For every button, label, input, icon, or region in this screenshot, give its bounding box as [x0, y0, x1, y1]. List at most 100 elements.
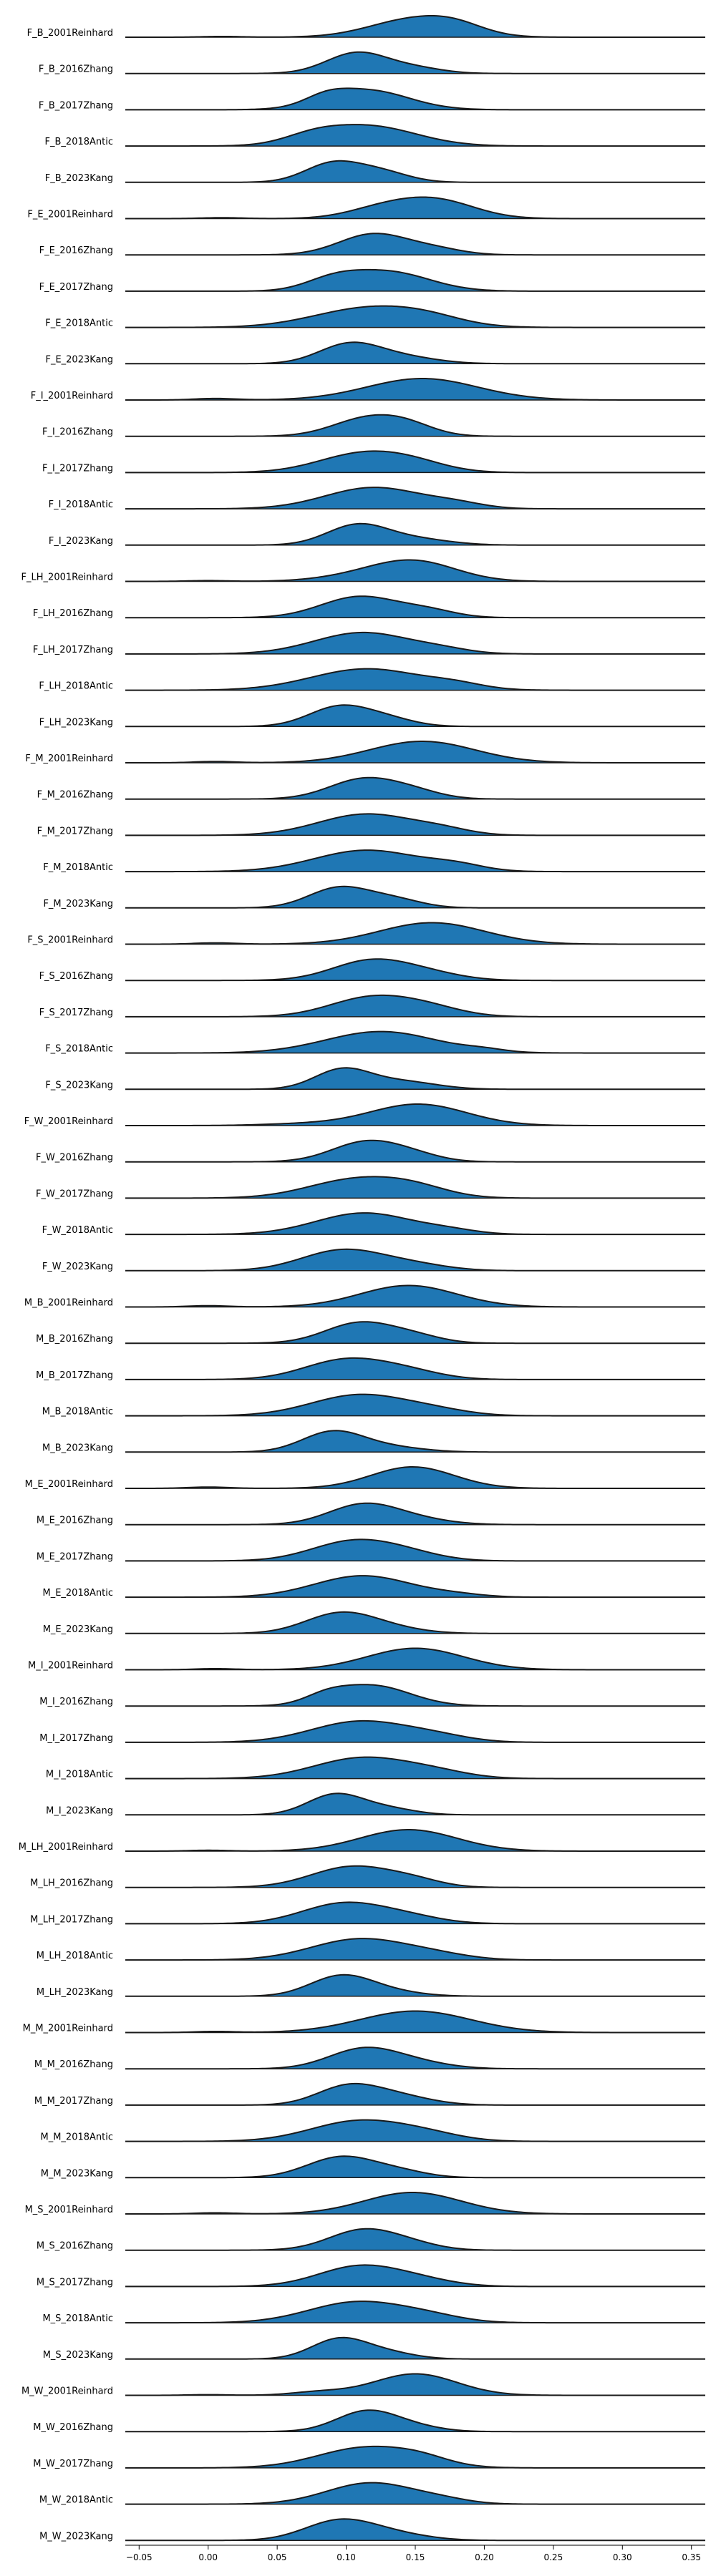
- row-label: F_B_2023Kang: [45, 173, 113, 184]
- ridge-row: M_M_2018Antic: [40, 2119, 705, 2143]
- row-label: M_B_2001Reinhard: [24, 1298, 113, 1309]
- ridge-row: F_M_2023Kang: [43, 885, 705, 909]
- ridge-row: F_I_2001Reinhard: [31, 377, 705, 401]
- row-label: M_B_2016Zhang: [36, 1334, 113, 1345]
- ridge-row: F_S_2017Zhang: [39, 994, 705, 1018]
- row-label: M_W_2017Zhang: [33, 2459, 113, 2469]
- ridge-row: F_B_2023Kang: [45, 160, 705, 184]
- row-label: F_B_2001Reinhard: [27, 28, 113, 39]
- ridge-area: [125, 2192, 705, 2214]
- ridge-area: [125, 1068, 705, 1090]
- ridge-row: F_M_2018Antic: [43, 849, 705, 873]
- row-label: F_S_2017Zhang: [39, 1008, 113, 1018]
- ridge-row: M_B_2018Antic: [42, 1393, 705, 1418]
- ridge-row: M_M_2017Zhang: [34, 2082, 705, 2107]
- row-label: F_I_2016Zhang: [42, 427, 113, 438]
- row-label: M_M_2016Zhang: [34, 2059, 113, 2070]
- ridge-area: [125, 1648, 705, 1670]
- row-label: M_W_2018Antic: [39, 2495, 113, 2506]
- ridge-row: M_I_2023Kang: [46, 1792, 705, 1816]
- ridge-area: [125, 1576, 705, 1598]
- row-label: M_M_2023Kang: [41, 2168, 113, 2179]
- ridge-row: M_W_2001Reinhard: [21, 2373, 705, 2397]
- row-label: F_M_2017Zhang: [37, 826, 113, 836]
- ridge-row: M_LH_2016Zhang: [30, 1865, 705, 1889]
- ridge-area: [125, 1757, 705, 1779]
- ridge-area: [125, 1611, 705, 1634]
- row-label: M_W_2016Zhang: [33, 2422, 113, 2433]
- ridge-area: [125, 2119, 705, 2142]
- x-tick-label: 0.35: [682, 2552, 701, 2562]
- ridge-row: M_E_2023Kang: [43, 1611, 705, 1635]
- ridge-row: F_LH_2023Kang: [39, 704, 705, 728]
- ridge-row: F_E_2001Reinhard: [27, 196, 705, 220]
- row-label: M_LH_2018Antic: [37, 1951, 113, 1961]
- ridge-row: M_M_2001Reinhard: [23, 2010, 705, 2034]
- ridge-row: F_W_2023Kang: [42, 1248, 705, 1272]
- row-label: M_B_2023Kang: [42, 1443, 113, 1453]
- row-label: F_E_2023Kang: [45, 354, 113, 365]
- ridge-area: [125, 2301, 705, 2323]
- ridge-area: [125, 1539, 705, 1561]
- row-label: M_LH_2017Zhang: [30, 1914, 113, 1925]
- ridge-area: [125, 922, 705, 945]
- ridge-area: [125, 269, 705, 291]
- ridge-area: [125, 1467, 705, 1488]
- ridge-area: [125, 1176, 705, 1199]
- ridge-row: F_S_2016Zhang: [39, 958, 705, 982]
- row-label: F_E_2017Zhang: [39, 282, 113, 293]
- ridge-area: [125, 2337, 705, 2359]
- row-label: F_M_2018Antic: [43, 862, 113, 873]
- row-label: F_S_2016Zhang: [39, 971, 113, 982]
- ridge-area: [125, 1322, 705, 1344]
- ridge-area: [125, 668, 705, 691]
- ridge-row: M_W_2017Zhang: [33, 2445, 705, 2469]
- x-tick-label: 0.10: [337, 2552, 356, 2562]
- ridge-row: M_S_2023Kang: [43, 2336, 705, 2361]
- ridge-row: M_S_2001Reinhard: [25, 2191, 705, 2215]
- x-tick-label: 0.05: [268, 2552, 287, 2562]
- ridge-row: F_I_2017Zhang: [42, 450, 705, 474]
- row-label: F_W_2017Zhang: [36, 1189, 113, 1199]
- ridge-area: [125, 2519, 705, 2541]
- ridge-row: F_I_2023Kang: [49, 522, 705, 547]
- row-label: M_B_2017Zhang: [36, 1370, 113, 1381]
- ridge-row: F_W_2017Zhang: [36, 1176, 705, 1199]
- x-tick-label: 0.25: [543, 2552, 563, 2562]
- ridge-area: [125, 16, 705, 37]
- row-label: M_I_2017Zhang: [39, 1733, 113, 1744]
- ridge-area: [125, 2265, 705, 2287]
- row-label: F_B_2017Zhang: [39, 100, 113, 111]
- ridge-row: M_LH_2023Kang: [37, 1974, 705, 1998]
- ridge-row: F_W_2018Antic: [42, 1212, 705, 1236]
- x-axis: −0.05 0.00 0.05 0.10 0.15 0.20 0.25 0.30 0.35: [125, 2545, 705, 2562]
- row-label: F_LH_2016Zhang: [33, 608, 113, 619]
- row-label: F_S_2001Reinhard: [27, 935, 113, 946]
- ridge-row: M_S_2016Zhang: [37, 2228, 705, 2252]
- ridge-area: [125, 596, 705, 618]
- ridge-area: [125, 1720, 705, 1742]
- ridge-area: [125, 1031, 705, 1053]
- ridge-row: M_I_2018Antic: [46, 1756, 705, 1780]
- row-label: F_LH_2017Zhang: [33, 645, 113, 655]
- ridge-row: F_M_2001Reinhard: [25, 740, 705, 764]
- ridge-row: M_M_2016Zhang: [34, 2046, 705, 2070]
- ridge-area: [125, 197, 705, 219]
- row-label: F_B_2016Zhang: [39, 64, 113, 75]
- ridge-area: [125, 1830, 705, 1851]
- row-label: M_S_2023Kang: [43, 2350, 113, 2361]
- ridge-row: F_S_2018Antic: [45, 1030, 705, 1055]
- row-label: M_E_2018Antic: [42, 1588, 113, 1599]
- ridge-area: [125, 2373, 705, 2396]
- row-label: M_I_2018Antic: [46, 1770, 113, 1780]
- ridge-area: [125, 125, 705, 147]
- ridge-area: [125, 2156, 705, 2178]
- ridge-row: M_LH_2001Reinhard: [19, 1828, 705, 1853]
- ridge-row: F_W_2016Zhang: [36, 1139, 705, 1163]
- row-label: F_E_2018Antic: [45, 318, 113, 329]
- row-label: M_LH_2023Kang: [37, 1987, 113, 1998]
- row-label: M_LH_2016Zhang: [30, 1878, 113, 1889]
- ridge-row: M_B_2023Kang: [42, 1430, 705, 1453]
- ridge-area: [125, 414, 705, 436]
